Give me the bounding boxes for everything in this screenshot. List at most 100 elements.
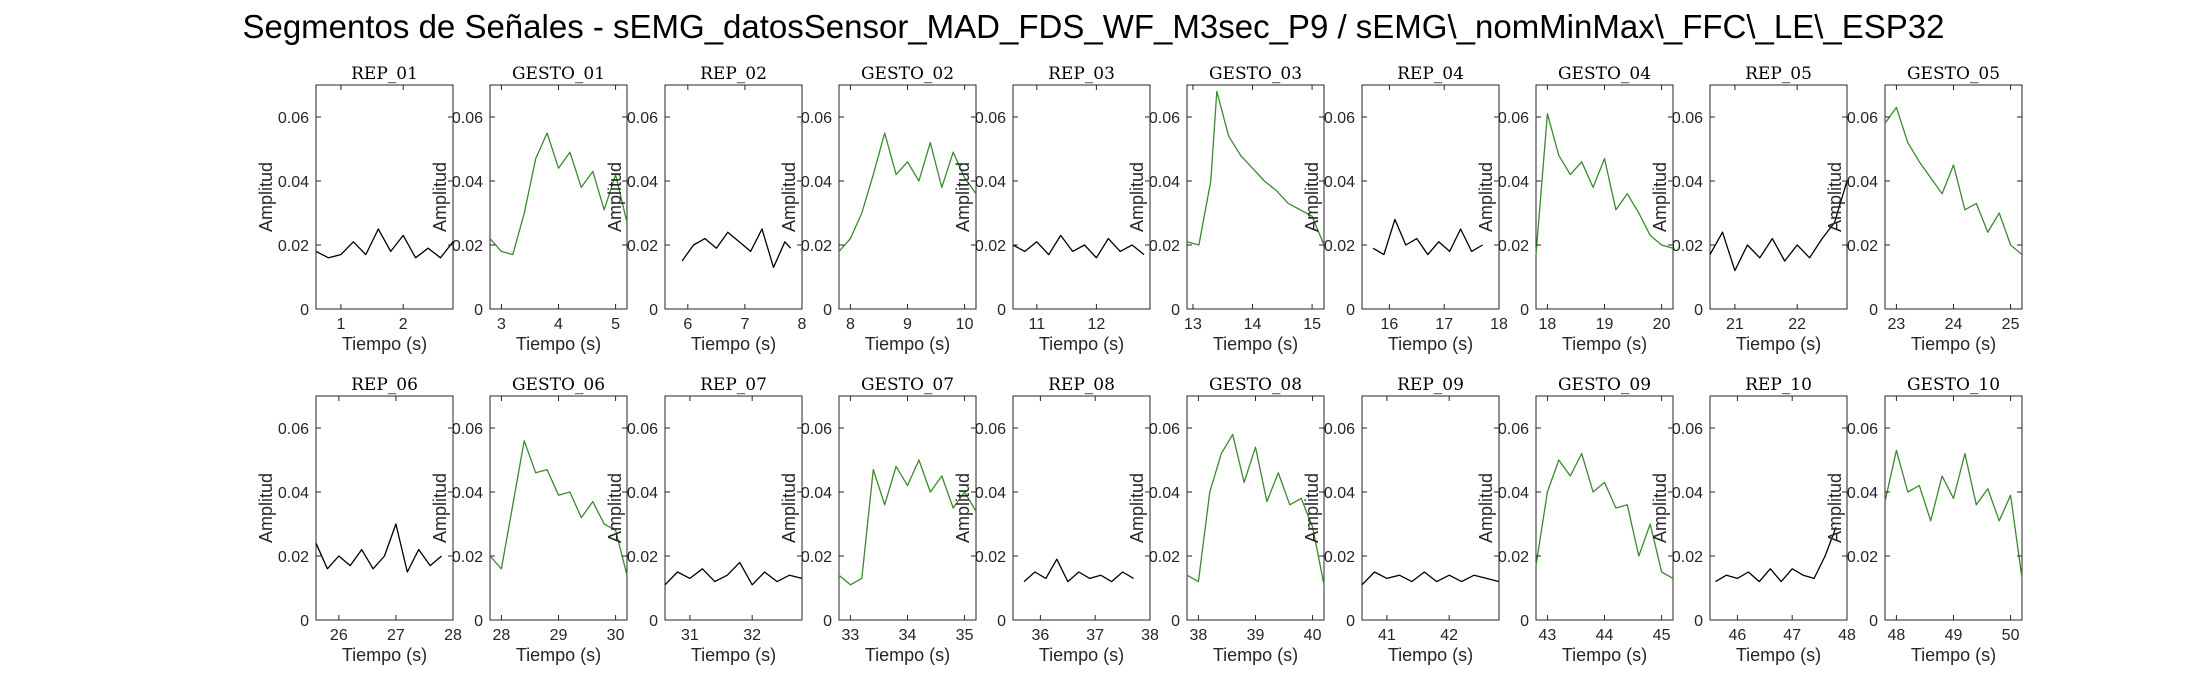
x-tick-label: 21 xyxy=(1726,316,1744,333)
y-tick-label: 0.04 xyxy=(1498,174,1529,191)
y-axis-label: Amplitud xyxy=(779,162,799,232)
subplot-title: GESTO_09 xyxy=(1558,375,1651,395)
y-tick-label: 0.02 xyxy=(278,549,309,566)
subplot-gesto-01: 0 0.02 0.04 0.06 3 4 5 GESTO_01 Tiempo (s) Amplit… xyxy=(430,64,628,354)
x-tick-label: 7 xyxy=(740,316,749,333)
x-axis-label: Tiempo (s) xyxy=(691,334,776,354)
y-tick-label: 0.04 xyxy=(1498,485,1529,502)
y-tick-label: 0 xyxy=(997,302,1006,319)
x-tick-label: 37 xyxy=(1086,627,1104,644)
y-tick-label: 0.02 xyxy=(278,238,309,255)
y-tick-label: 0.02 xyxy=(452,238,483,255)
y-tick-label: 0.06 xyxy=(1324,421,1355,438)
y-tick-label: 0 xyxy=(1520,613,1529,630)
y-tick-label: 0.02 xyxy=(801,238,832,255)
signal-line xyxy=(664,561,803,586)
y-axis-label: Amplitud xyxy=(779,473,799,543)
y-axis-label: Amplitud xyxy=(605,473,625,543)
y-axis-label: Amplitud xyxy=(1476,162,1496,232)
x-tick-label: 6 xyxy=(683,316,692,333)
subplot-rep-07: 0 0.02 0.04 0.06 31 32 REP_07 Tiempo (s) Amplitu… xyxy=(605,375,803,665)
signal-line xyxy=(1709,180,1848,272)
x-tick-label: 38 xyxy=(1141,627,1159,644)
x-tick-label: 50 xyxy=(2002,627,2020,644)
y-axis-label: Amplitud xyxy=(1127,473,1147,543)
x-tick-label: 31 xyxy=(681,627,699,644)
subplot-rep-08: 0 0.02 0.04 0.06 36 37 38 REP_08 Tiempo (s) Ampli… xyxy=(953,375,1159,665)
subplot-rep-03: 0 0.02 0.04 0.06 11 12 REP_03 Tiempo (s) Amplitu… xyxy=(953,64,1151,354)
x-axis-label: Tiempo (s) xyxy=(342,334,427,354)
x-tick-label: 34 xyxy=(899,627,917,644)
x-tick-label: 36 xyxy=(1032,627,1050,644)
y-tick-label: 0 xyxy=(1346,613,1355,630)
x-tick-label: 8 xyxy=(846,316,855,333)
x-axis-label: Tiempo (s) xyxy=(691,645,776,665)
subplot-gesto-09: 0 0.02 0.04 0.06 43 44 45 GESTO_09 Tiempo (s) Amp… xyxy=(1476,375,1674,665)
y-tick-label: 0 xyxy=(474,613,483,630)
x-tick-label: 12 xyxy=(1087,316,1105,333)
subplot-title: GESTO_01 xyxy=(512,64,605,84)
y-tick-label: 0 xyxy=(997,613,1006,630)
x-tick-label: 30 xyxy=(607,627,625,644)
y-tick-label: 0.04 xyxy=(1672,485,1703,502)
y-axis-label: Amplitud xyxy=(1650,162,1670,232)
subplot-title: GESTO_04 xyxy=(1558,64,1651,84)
x-tick-label: 28 xyxy=(444,627,462,644)
subplot-rep-05: 0 0.02 0.04 0.06 21 22 REP_05 Tiempo (s) Amplitu… xyxy=(1650,64,1848,354)
plot-area xyxy=(315,84,454,310)
plot-area xyxy=(664,395,803,621)
plot-area xyxy=(1186,84,1325,310)
x-axis-label: Tiempo (s) xyxy=(1388,334,1473,354)
figure-title: Segmentos de Señales - sEMG_datosSensor_… xyxy=(242,8,1945,45)
y-tick-label: 0 xyxy=(1694,302,1703,319)
y-tick-label: 0.06 xyxy=(1498,421,1529,438)
x-tick-label: 48 xyxy=(1888,627,1906,644)
y-tick-label: 0.06 xyxy=(278,421,309,438)
y-tick-label: 0.02 xyxy=(1149,549,1180,566)
y-tick-label: 0.02 xyxy=(1324,238,1355,255)
x-tick-label: 40 xyxy=(1304,627,1322,644)
y-tick-label: 0.06 xyxy=(627,421,658,438)
x-tick-label: 41 xyxy=(1378,627,1396,644)
x-tick-label: 10 xyxy=(956,316,974,333)
y-tick-label: 0.04 xyxy=(627,485,658,502)
x-tick-label: 27 xyxy=(387,627,405,644)
y-tick-label: 0.04 xyxy=(975,485,1006,502)
x-tick-label: 43 xyxy=(1539,627,1557,644)
y-tick-label: 0 xyxy=(649,613,658,630)
y-tick-label: 0 xyxy=(1869,302,1878,319)
x-axis-label: Tiempo (s) xyxy=(516,645,601,665)
subplot-rep-10: 0 0.02 0.04 0.06 46 47 48 REP_10 Tiempo (s) Ampli… xyxy=(1650,375,1856,665)
x-tick-label: 47 xyxy=(1783,627,1801,644)
x-tick-label: 29 xyxy=(550,627,568,644)
subplot-title: REP_06 xyxy=(351,375,418,395)
x-axis-label: Tiempo (s) xyxy=(1562,645,1647,665)
plot-area xyxy=(1535,395,1674,621)
subplot-gesto-10: 0 0.02 0.04 0.06 48 49 50 GESTO_10 Tiempo (s) Amp… xyxy=(1825,375,2023,665)
x-tick-label: 46 xyxy=(1729,627,1747,644)
subplot-title: GESTO_02 xyxy=(861,64,954,84)
signal-line xyxy=(315,523,443,573)
subplot-gesto-04: 0 0.02 0.04 0.06 18 19 20 GESTO_04 Tiempo (s) Amp… xyxy=(1476,64,1674,354)
signal-line xyxy=(1884,106,2023,256)
signal-line xyxy=(838,459,977,586)
y-tick-label: 0.02 xyxy=(627,549,658,566)
x-tick-label: 15 xyxy=(1303,316,1321,333)
x-tick-label: 26 xyxy=(330,627,348,644)
y-axis-label: Amplitud xyxy=(1825,162,1845,232)
x-tick-label: 49 xyxy=(1945,627,1963,644)
y-tick-label: 0 xyxy=(1869,613,1878,630)
x-axis-label: Tiempo (s) xyxy=(1039,334,1124,354)
x-axis-label: Tiempo (s) xyxy=(1213,645,1298,665)
signal-line xyxy=(1372,218,1483,256)
x-tick-label: 18 xyxy=(1539,316,1557,333)
y-axis-label: Amplitud xyxy=(256,473,276,543)
y-tick-label: 0.04 xyxy=(1324,485,1355,502)
signal-line xyxy=(1186,90,1325,246)
y-tick-label: 0.04 xyxy=(1847,485,1878,502)
y-tick-label: 0.06 xyxy=(801,421,832,438)
signal-line xyxy=(1361,571,1500,586)
signal-line xyxy=(1535,113,1674,255)
y-tick-label: 0.06 xyxy=(1149,421,1180,438)
x-tick-label: 14 xyxy=(1244,316,1262,333)
